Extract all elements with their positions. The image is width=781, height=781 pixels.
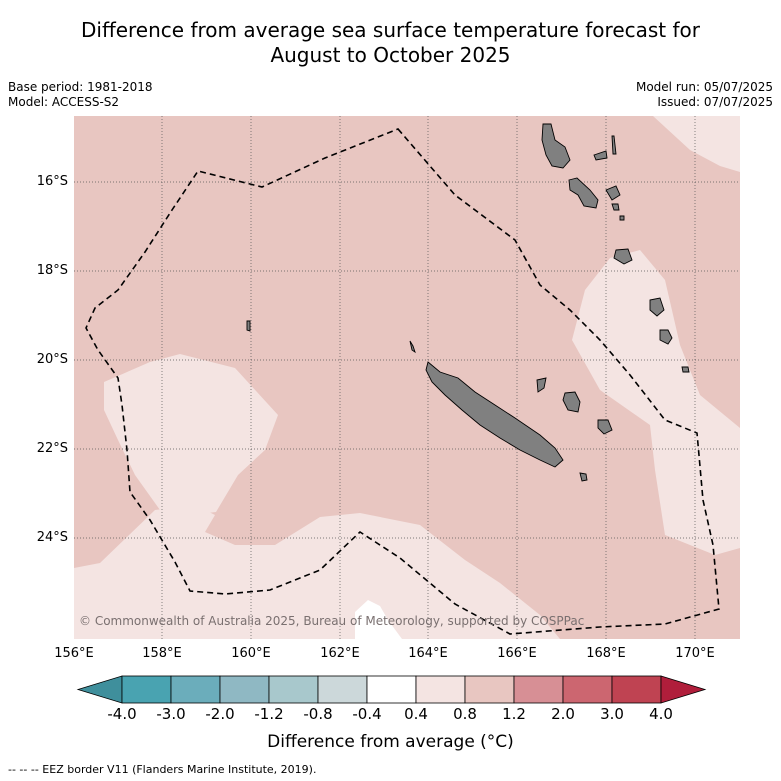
colorbar-box-0 — [121, 675, 172, 704]
chart-title: Difference from average sea surface temp… — [0, 18, 781, 68]
colorbar-tick-label: 0.4 — [404, 705, 428, 723]
colorbar-box-4 — [317, 675, 368, 704]
malakula-island — [568, 177, 599, 209]
map-panel — [74, 116, 740, 639]
colorbar-tick-label: -4.0 — [107, 705, 137, 723]
title-line-1: Difference from average sea surface temp… — [80, 18, 700, 42]
colorbar-box-8 — [513, 675, 564, 704]
lon-tick-168e: 168°E — [586, 646, 626, 661]
colorbar-tick-label: 2.0 — [551, 705, 575, 723]
colorbar-tick-label: -2.0 — [205, 705, 235, 723]
colorbar-tick-label: 4.0 — [649, 705, 673, 723]
eez-legend-note: -- -- -- EEZ border V11 (Flanders Marine… — [8, 763, 317, 776]
light-region-northeast — [653, 116, 740, 172]
model-run: Model run: 05/07/2025 — [635, 80, 773, 94]
colorbar-tick-label: 3.0 — [600, 705, 624, 723]
lon-tick-160e: 160°E — [231, 646, 271, 661]
light-region-west — [104, 354, 278, 515]
colorbar-box-2 — [219, 675, 270, 704]
colorbar-tick-label: -0.8 — [303, 705, 333, 723]
copyright-note: © Commonwealth of Australia 2025, Bureau… — [79, 614, 585, 628]
efate-island — [613, 248, 633, 265]
issued-date: Issued: 07/07/2025 — [657, 95, 773, 109]
colorbar — [76, 675, 707, 704]
lon-tick-162e: 162°E — [320, 646, 360, 661]
colorbar-arrow-left — [76, 675, 123, 704]
lon-tick-170e: 170°E — [675, 646, 715, 661]
colorbar-box-10 — [611, 675, 662, 704]
mare-island — [597, 419, 613, 435]
colorbar-tick-label: 1.2 — [502, 705, 526, 723]
lat-tick-18s: 18°S — [36, 263, 68, 278]
gridlines — [74, 116, 740, 639]
colorbar-title: Difference from average (°C) — [267, 732, 514, 752]
meta-right: Model run: 05/07/2025 Issued: 07/07/2025 — [636, 80, 773, 110]
tanna-island — [659, 329, 673, 345]
base-period: Base period: 1981-2018 — [8, 80, 153, 94]
colorbar-box-9 — [562, 675, 613, 704]
colorbar-box-6 — [415, 675, 466, 704]
colorbar-tick-label: -3.0 — [156, 705, 186, 723]
lon-tick-158e: 158°E — [142, 646, 182, 661]
colorbar-tick-label: -1.2 — [254, 705, 284, 723]
lat-tick-22s: 22°S — [36, 441, 68, 456]
chesterfield-islet — [246, 320, 251, 332]
lat-tick-20s: 20°S — [36, 352, 68, 367]
lon-tick-156e: 156°E — [54, 646, 94, 661]
aneityum-island — [681, 366, 690, 373]
pentecost-island — [611, 135, 617, 155]
epi-island — [611, 203, 620, 211]
title-line-2: August to October 2025 — [270, 43, 511, 67]
maewo-island — [593, 150, 608, 161]
lat-tick-24s: 24°S — [36, 530, 68, 545]
light-region-east — [572, 250, 740, 555]
shepherd-islet — [619, 215, 625, 221]
lon-tick-166e: 166°E — [497, 646, 537, 661]
white-patch — [355, 600, 402, 639]
ambrym-island — [605, 185, 621, 201]
colorbar-box-5 — [366, 675, 417, 704]
colorbar-box-7 — [464, 675, 515, 704]
colorbar-box-3 — [268, 675, 319, 704]
colorbar-tick-label: 0.8 — [453, 705, 477, 723]
new-caledonia-island — [425, 361, 564, 468]
model-name: Model: ACCESS-S2 — [8, 95, 120, 109]
lon-tick-164e: 164°E — [408, 646, 448, 661]
erromango-island — [649, 297, 665, 317]
eez-border — [85, 128, 720, 635]
lat-tick-16s: 16°S — [36, 174, 68, 189]
isle-of-pines — [579, 472, 588, 482]
lifou-island — [562, 391, 581, 413]
islet-huon — [409, 340, 416, 354]
colorbar-tick-label: -0.4 — [352, 705, 382, 723]
colorbar-box-1 — [170, 675, 221, 704]
espiritu-santo-island — [541, 123, 571, 169]
meta-left: Base period: 1981-2018 Model: ACCESS-S2 — [8, 80, 153, 110]
land — [246, 123, 690, 482]
ouvea-island — [536, 377, 547, 393]
colorbar-arrow-right — [660, 675, 707, 704]
